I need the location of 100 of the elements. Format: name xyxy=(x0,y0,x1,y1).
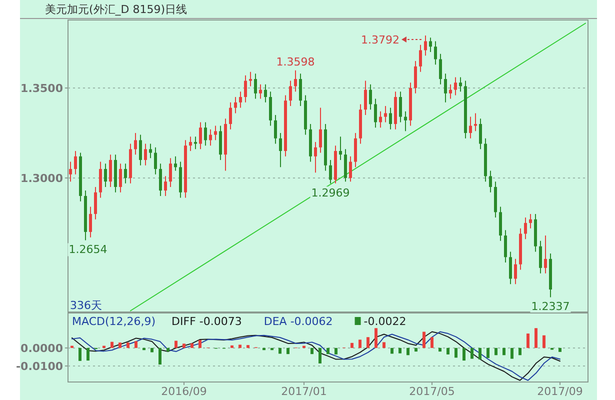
series-label: DIFF -0.0073 xyxy=(172,315,242,328)
candlestick xyxy=(499,206,502,242)
bar xyxy=(494,348,498,356)
candlestick xyxy=(74,150,77,175)
chart-title: 美元加元(外汇_D 8159)日线 xyxy=(45,3,188,16)
candlestick xyxy=(89,206,92,238)
y-tick-label: -0.0100 xyxy=(16,360,64,373)
bar xyxy=(118,342,122,348)
bar xyxy=(374,328,378,348)
bar xyxy=(526,334,530,348)
bar xyxy=(422,332,426,348)
candlestick xyxy=(354,132,357,168)
candlestick xyxy=(509,251,512,285)
candlestick xyxy=(419,44,422,72)
candlestick xyxy=(404,110,407,132)
candlestick xyxy=(139,134,142,166)
bar xyxy=(542,335,546,348)
candlestick xyxy=(204,122,207,146)
candlestick xyxy=(514,258,517,285)
bar xyxy=(134,341,138,348)
candlestick xyxy=(259,84,262,100)
candlestick xyxy=(94,186,97,220)
bar xyxy=(334,348,338,354)
candlestick xyxy=(269,91,272,126)
bar xyxy=(278,348,282,354)
annotation: 1.2969 xyxy=(311,186,350,200)
candlestick xyxy=(524,217,527,240)
candlestick xyxy=(214,125,217,141)
candlestick xyxy=(154,146,157,175)
annotation: 1.2337 xyxy=(531,300,570,314)
bar xyxy=(502,348,506,356)
candlestick xyxy=(109,154,112,188)
bar xyxy=(150,348,154,352)
candlestick xyxy=(234,96,237,114)
candlestick xyxy=(444,73,447,103)
candlestick xyxy=(459,76,462,92)
candlestick xyxy=(339,136,342,160)
candlestick xyxy=(539,240,542,274)
bar xyxy=(166,348,170,352)
y-tick-label: 1.3000 xyxy=(20,172,64,185)
annotation: 1.3598 xyxy=(276,55,315,68)
candlestick xyxy=(319,107,322,154)
y-tick-label: 0.0000 xyxy=(20,342,64,355)
candlestick xyxy=(69,161,72,182)
bar xyxy=(126,342,130,348)
candlestick xyxy=(504,230,507,264)
bar xyxy=(558,348,562,352)
candlestick xyxy=(219,125,222,160)
candlestick xyxy=(474,112,477,132)
bar xyxy=(390,348,394,354)
candlestick xyxy=(279,132,282,168)
bar xyxy=(198,340,202,348)
candlestick xyxy=(299,73,302,106)
bar xyxy=(78,348,82,361)
candlestick xyxy=(399,91,402,123)
bar xyxy=(350,342,354,348)
candlestick xyxy=(249,71,252,87)
candlestick xyxy=(469,116,472,139)
bar xyxy=(486,348,490,358)
bar xyxy=(430,337,434,348)
candlestick xyxy=(254,73,257,100)
bar xyxy=(462,348,466,361)
candlestick xyxy=(434,40,437,66)
bar xyxy=(382,342,386,348)
bar xyxy=(358,340,362,348)
candlestick xyxy=(374,98,377,128)
annotation: 1.2654 xyxy=(68,243,108,256)
x-tick-label: 2017/05 xyxy=(409,385,455,398)
candlestick xyxy=(194,136,197,150)
bar xyxy=(310,348,314,354)
bar xyxy=(446,348,450,354)
x-tick-label: 2017/09 xyxy=(537,385,583,398)
candlestick xyxy=(454,76,457,96)
candlestick xyxy=(124,163,127,184)
bar xyxy=(158,348,162,365)
candlestick xyxy=(169,158,172,188)
candlestick xyxy=(344,148,347,182)
bar xyxy=(414,348,418,352)
bar xyxy=(406,348,410,356)
bar xyxy=(190,343,194,348)
series-label: DEA -0.0062 xyxy=(264,315,333,328)
candlestick xyxy=(424,34,427,56)
x-tick-label: 2017/01 xyxy=(281,385,327,398)
bar xyxy=(398,348,402,354)
candlestick xyxy=(104,163,107,188)
candlestick xyxy=(149,143,152,159)
bar xyxy=(470,348,474,359)
candlestick xyxy=(479,118,482,150)
bar xyxy=(174,340,178,348)
candlestick xyxy=(369,84,372,110)
candlestick xyxy=(449,84,452,100)
bar xyxy=(238,344,242,348)
bar xyxy=(326,348,330,354)
candlestick xyxy=(159,163,162,196)
candlestick xyxy=(229,102,232,130)
bar xyxy=(286,348,290,354)
chart-title: MACD(12,26,9) xyxy=(72,315,156,328)
candlestick xyxy=(289,80,292,106)
candlestick xyxy=(379,110,382,128)
bar xyxy=(518,348,522,356)
